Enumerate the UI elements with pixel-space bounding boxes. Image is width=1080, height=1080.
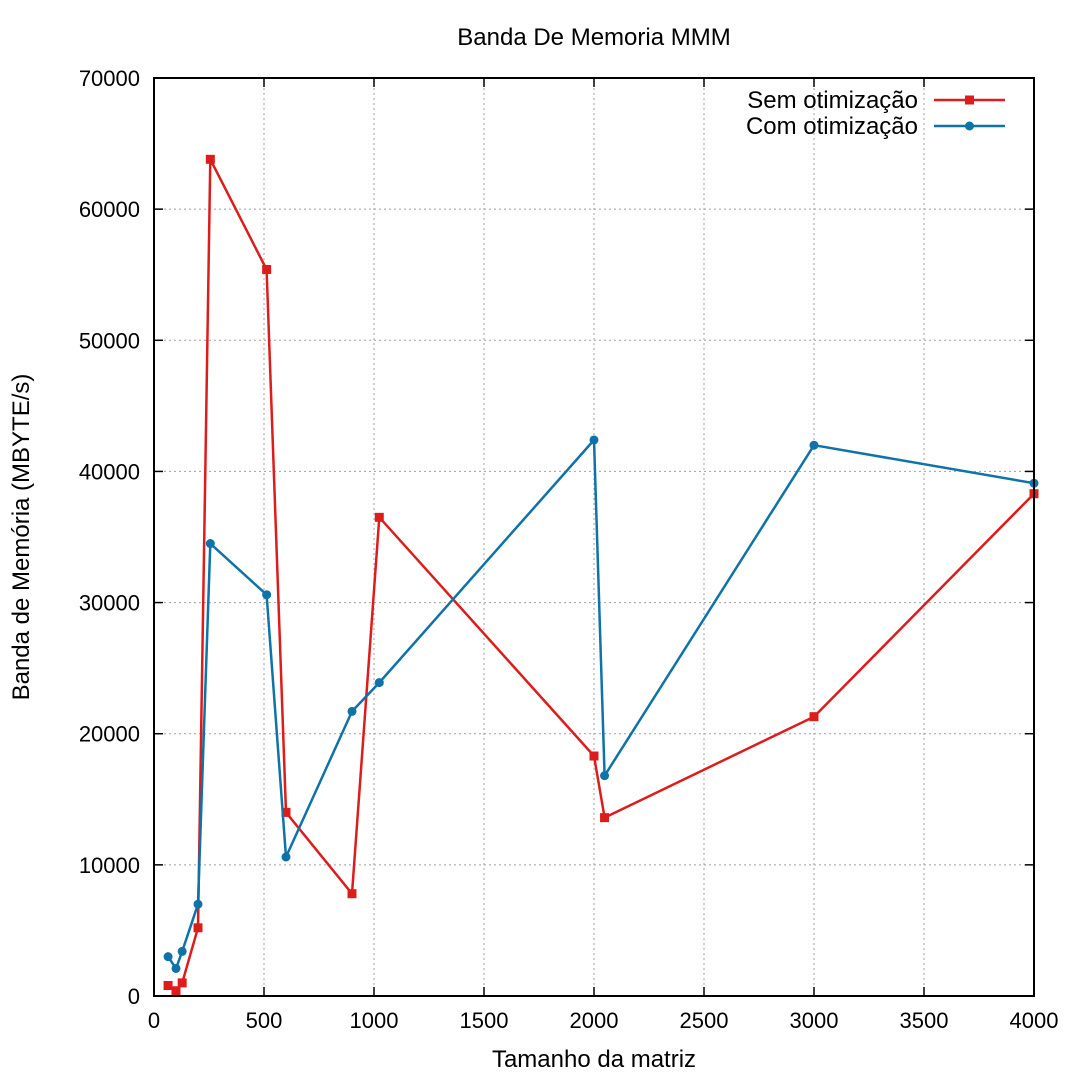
series-line-sem-otimizacao [167,158,1035,993]
x-tick-label: 1500 [460,1008,509,1033]
y-tick-label: 30000 [79,591,140,616]
y-tick-label: 0 [128,984,140,1009]
data-point-sem-otimizacao [205,154,215,164]
x-tick-label: 4000 [1010,1008,1059,1033]
data-point-com-otimizacao [262,590,272,600]
y-tick-label: 60000 [79,197,140,222]
x-tick-label: 3000 [790,1008,839,1033]
grid [154,78,1034,996]
data-point-sem-otimizacao [374,512,384,522]
data-point-sem-otimizacao [163,981,173,991]
data-point-sem-otimizacao [171,986,181,996]
data-point-sem-otimizacao [193,923,203,933]
y-axis-title: Banda de Memória (MBYTE/s) [8,374,35,701]
series-layer [163,154,1039,996]
legend-marker-sem-otimizacao [965,95,974,105]
data-point-com-otimizacao [374,678,384,688]
legend-label-com-otimizacao: Com otimização [746,113,918,140]
series-line-com-otimizacao [167,438,1035,970]
data-point-com-otimizacao [809,440,819,450]
data-point-com-otimizacao [193,899,203,909]
data-point-com-otimizacao [171,963,181,973]
x-tick-label: 1000 [350,1008,399,1033]
data-point-sem-otimizacao [600,813,610,823]
x-tick-label: 2500 [680,1008,729,1033]
data-point-com-otimizacao [589,435,599,445]
data-point-sem-otimizacao [281,807,291,817]
y-tick-label: 40000 [79,459,140,484]
data-point-sem-otimizacao [347,889,357,899]
ticks: 0 500 1000 1500 2000 2500 3000 3500 400001000020… [79,66,1059,1033]
x-axis-title: Tamanho da matriz [492,1046,696,1073]
data-point-sem-otimizacao [809,712,819,722]
chart-title: Banda De Memoria MMM [457,24,730,51]
x-tick-label: 500 [246,1008,283,1033]
plot-frame [153,77,1035,997]
y-tick-label: 20000 [79,722,140,747]
data-point-sem-otimizacao [177,978,187,988]
legend-label-sem-otimizacao: Sem otimização [747,87,918,114]
legend-marker-com-otimizacao [965,121,974,131]
x-tick-label: 0 [148,1008,160,1033]
x-tick-label: 2000 [570,1008,619,1033]
data-point-com-otimizacao [281,852,291,862]
y-tick-label: 10000 [79,853,140,878]
y-tick-label: 50000 [79,328,140,353]
x-tick-label: 3500 [900,1008,949,1033]
data-point-sem-otimizacao [589,751,599,761]
data-point-com-otimizacao [205,539,215,549]
data-point-com-otimizacao [163,952,173,962]
y-tick-label: 70000 [79,66,140,91]
data-point-sem-otimizacao [262,264,272,274]
data-point-com-otimizacao [177,946,187,956]
data-point-com-otimizacao [600,771,610,781]
data-point-com-otimizacao [347,706,357,716]
